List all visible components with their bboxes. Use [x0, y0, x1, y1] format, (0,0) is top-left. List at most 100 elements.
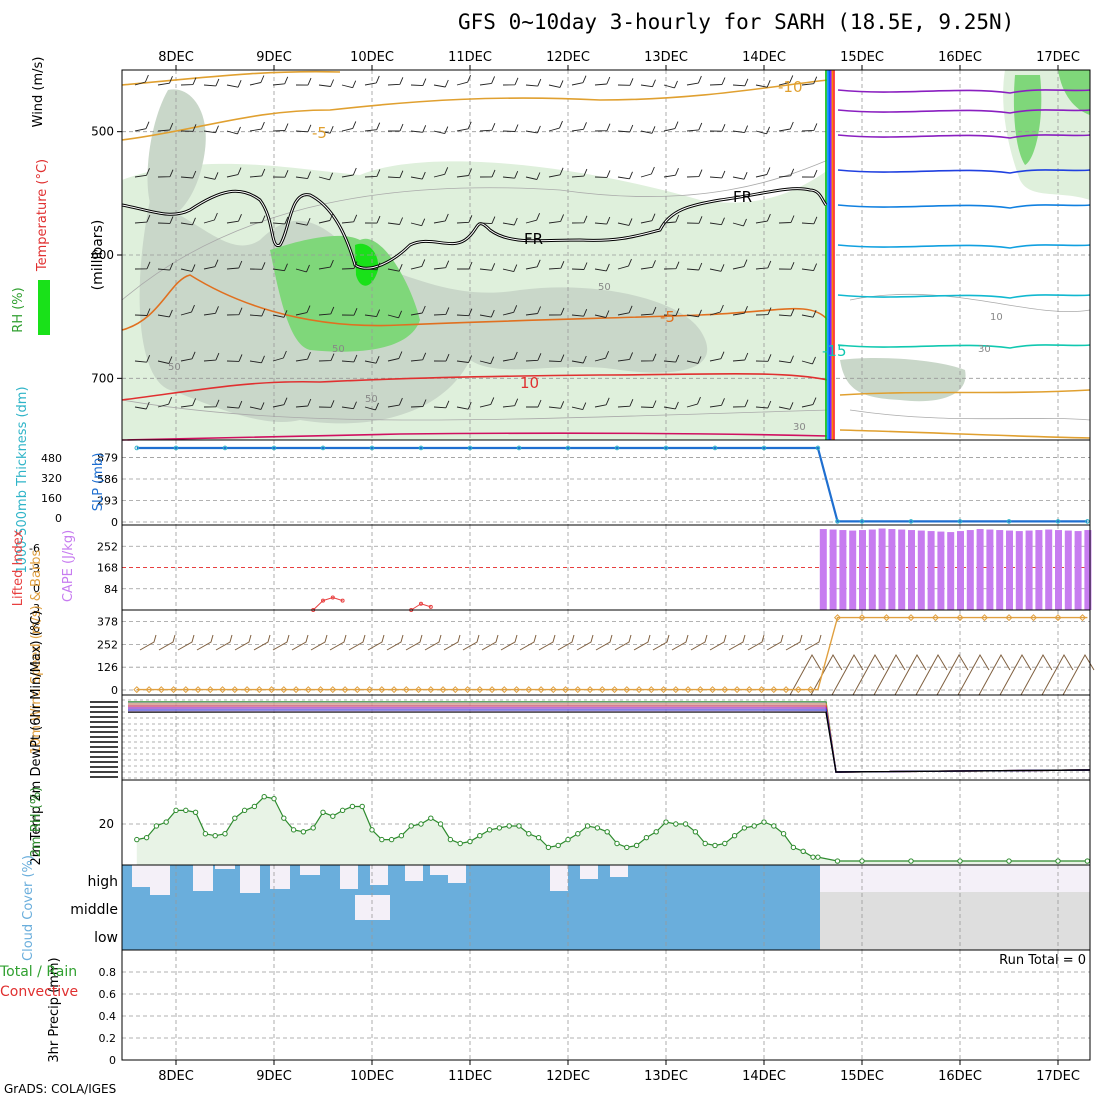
- wind-barb: [801, 123, 818, 132]
- slp-point: [271, 445, 277, 451]
- y-tick-label: 700: [91, 371, 114, 385]
- rh-point: [457, 840, 463, 847]
- wind-speed-point: [1029, 614, 1038, 622]
- wind-barb: [502, 398, 519, 408]
- wind-barb-strong: [873, 653, 906, 696]
- wind-barb: [364, 122, 381, 132]
- wind-barb: [686, 75, 702, 86]
- date-label-top: 10DEC: [350, 50, 394, 65]
- wind-barb: [479, 216, 496, 225]
- rh-point: [859, 858, 865, 864]
- rh-point: [575, 831, 581, 837]
- wind-axis-label: 10m Wind Speed (m/s) & Barbs: [29, 549, 44, 754]
- wind-barb: [180, 398, 197, 408]
- wind-barb-10m: [671, 634, 689, 651]
- cape-bar: [996, 530, 1004, 610]
- wind-barb: [226, 260, 243, 270]
- wind-barb: [755, 307, 772, 316]
- wind-barb: [778, 402, 794, 410]
- rh-point: [663, 819, 669, 825]
- cloud-gap: [610, 865, 628, 877]
- slp-point: [908, 519, 914, 524]
- cold-contour-6: [837, 294, 1091, 299]
- wind-barb: [295, 218, 311, 226]
- wind-barb: [180, 170, 197, 179]
- wind-barb: [364, 262, 381, 271]
- wind-barb: [388, 123, 404, 132]
- wind-barb: [479, 356, 495, 365]
- rh-point: [594, 825, 601, 831]
- wind-barb: [801, 263, 818, 272]
- wind-barb: [525, 78, 542, 87]
- slp-tick-label: 293: [97, 494, 118, 507]
- wind-barb: [157, 169, 174, 178]
- slp-point: [134, 445, 140, 451]
- slp-point: [859, 519, 865, 524]
- wind-barb-10m: [690, 634, 708, 651]
- wind-barb: [318, 400, 335, 408]
- cold-contour-5: [837, 244, 1091, 249]
- wind-barb: [364, 356, 380, 364]
- precip-tick-label: 0.4: [99, 1010, 117, 1023]
- wind-barb: [364, 309, 381, 318]
- cloud-axis-label: Cloud Cover (%): [21, 855, 36, 961]
- wind-barb: [502, 77, 519, 86]
- wind-barb: [755, 400, 772, 409]
- wind-barb: [410, 218, 426, 227]
- wind-barb: [341, 214, 358, 224]
- wind-speed-point: [709, 686, 717, 694]
- wind-barb: [272, 216, 289, 225]
- li-point: [340, 598, 345, 603]
- wind-barb: [801, 310, 817, 318]
- wind-barb: [387, 77, 404, 86]
- wind-barb: [594, 351, 610, 362]
- cloud-high-empty: [820, 865, 1090, 892]
- li-tick-label: 6: [33, 622, 40, 635]
- wind-barb: [571, 402, 587, 411]
- wind-speed-point: [733, 686, 741, 694]
- contour-label: 50: [168, 362, 181, 373]
- wind-barb-10m: [576, 634, 594, 651]
- rh-point: [908, 858, 914, 864]
- cape-bar: [927, 531, 935, 610]
- temp2m-panel: 2m Temp 2m DewPt (6hr Min/Max) (°C): [29, 611, 1091, 865]
- cloud-gap: [370, 865, 388, 885]
- cloud-gap: [405, 865, 423, 881]
- rh-point: [281, 815, 287, 821]
- rh-point: [183, 807, 189, 814]
- cape-bar: [859, 530, 866, 610]
- wind-barb-10m: [405, 634, 423, 651]
- wind-barb: [226, 214, 242, 224]
- wind-barb: [686, 262, 703, 271]
- wind-barb: [249, 121, 265, 132]
- cape-bar: [1084, 530, 1092, 610]
- wind-barb: [594, 310, 610, 318]
- wind-speed-point: [672, 686, 680, 694]
- rh-contour-1: [121, 399, 829, 421]
- wind-barb: [801, 76, 818, 86]
- wind-barb: [249, 215, 266, 224]
- wind-speed-point: [907, 614, 915, 622]
- wind-barb: [410, 78, 427, 87]
- cape-bar: [1015, 531, 1023, 610]
- wind-barb: [341, 121, 357, 132]
- wind-speed-point: [562, 686, 570, 694]
- wind-barb-10m: [747, 634, 765, 651]
- rh-point: [408, 823, 414, 829]
- wind-barb-strong: [789, 653, 822, 696]
- wind-barb-10m: [139, 634, 157, 651]
- wind-speed-point: [647, 686, 655, 694]
- rh-point: [310, 825, 316, 831]
- li-axis-label: Lifted Index: [11, 529, 26, 606]
- wind-barb: [479, 169, 496, 178]
- wind-barb: [525, 306, 542, 316]
- wind-barb-strong: [978, 653, 1011, 696]
- wind-barb: [525, 125, 541, 134]
- temp-line-5: [127, 710, 1091, 773]
- wind-barb: [732, 218, 747, 227]
- contour-label: 30: [793, 422, 806, 433]
- rh-green-area-2: [1013, 75, 1042, 165]
- wind-speed-point: [194, 686, 202, 694]
- wind-barb-10m: [500, 634, 518, 651]
